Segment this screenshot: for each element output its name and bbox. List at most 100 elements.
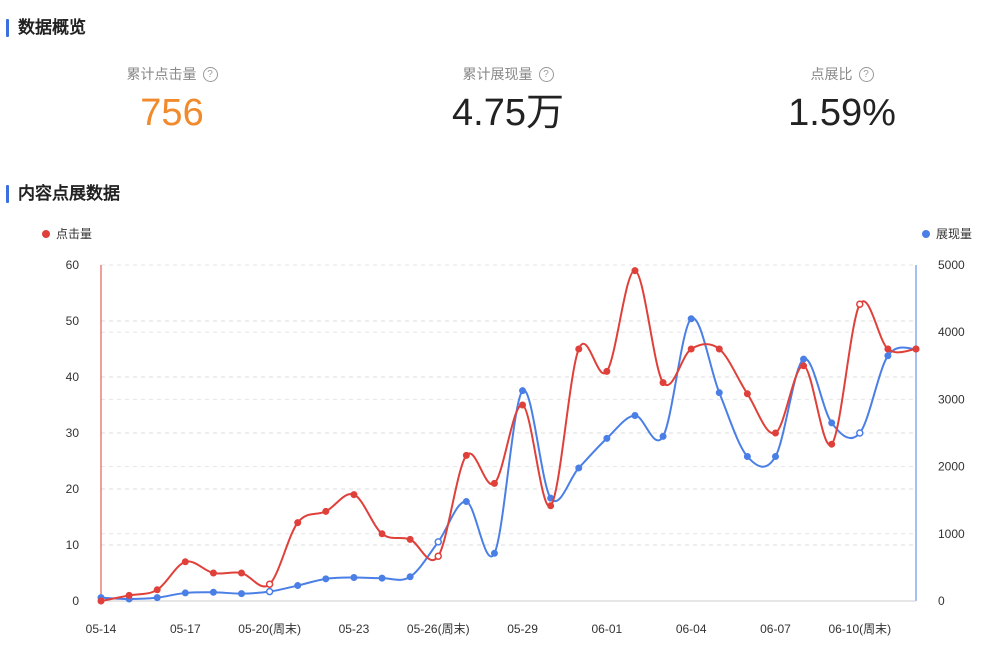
clicks-data-point[interactable] xyxy=(434,552,442,560)
clicks-data-point[interactable] xyxy=(153,586,161,594)
views-data-point[interactable] xyxy=(687,315,695,323)
x-tick-label: 05-23 xyxy=(339,622,370,636)
clicks-data-point[interactable] xyxy=(406,535,414,543)
views-data-point[interactable] xyxy=(519,387,527,395)
views-data-point[interactable] xyxy=(209,588,217,596)
clicks-data-point[interactable] xyxy=(575,345,583,353)
views-data-point[interactable] xyxy=(265,587,274,596)
clicks-data-point[interactable] xyxy=(631,267,639,275)
y-right-tick-label: 3000 xyxy=(938,392,965,406)
views-series-line xyxy=(100,317,917,600)
clicks-data-point[interactable] xyxy=(743,390,751,398)
help-icon[interactable]: ? xyxy=(858,66,874,82)
stat-label-ctr: 点展比 xyxy=(810,66,853,82)
y-left-tick-label: 30 xyxy=(66,426,80,440)
stat-value-ctr: 1.59% xyxy=(788,92,896,134)
clicks-data-point[interactable] xyxy=(490,479,498,487)
help-icon[interactable]: ? xyxy=(202,66,218,82)
clicks-data-point[interactable] xyxy=(294,519,302,527)
clicks-data-point[interactable] xyxy=(519,401,527,409)
chart-section-title: 内容点展数据 xyxy=(0,184,120,204)
x-tick-label: 05-14 xyxy=(86,622,117,636)
y-left-tick-label: 10 xyxy=(66,538,80,552)
views-data-point[interactable] xyxy=(322,575,330,583)
clicks-data-point[interactable] xyxy=(603,367,611,375)
views-data-point[interactable] xyxy=(181,589,189,597)
views-data-point[interactable] xyxy=(715,389,723,397)
clicks-data-point[interactable] xyxy=(181,558,189,566)
views-data-point[interactable] xyxy=(490,549,498,557)
views-data-point[interactable] xyxy=(406,573,414,581)
clicks-data-point[interactable] xyxy=(462,451,470,459)
views-data-point[interactable] xyxy=(800,355,808,363)
views-data-point[interactable] xyxy=(631,412,639,420)
stat-value-clicks: 756 xyxy=(140,92,204,134)
views-data-point[interactable] xyxy=(434,538,442,546)
x-tick-label: 06-10(周末) xyxy=(828,622,891,636)
stat-total-views: 累计展现量 ? 4.75万 xyxy=(388,64,628,136)
clicks-data-point[interactable] xyxy=(350,491,358,499)
views-data-point[interactable] xyxy=(350,573,358,581)
views-data-point[interactable] xyxy=(603,434,611,442)
clicks-data-point[interactable] xyxy=(884,345,892,353)
y-right-tick-label: 4000 xyxy=(938,325,965,339)
clicks-data-point[interactable] xyxy=(828,440,836,448)
views-data-point[interactable] xyxy=(378,574,386,582)
views-data-point[interactable] xyxy=(884,352,892,360)
stat-click-view-ratio: 点展比 ? 1.59% xyxy=(722,64,962,136)
views-data-point[interactable] xyxy=(659,432,667,440)
views-data-point[interactable] xyxy=(743,453,751,461)
clicks-data-point[interactable] xyxy=(378,530,386,538)
clicks-data-point[interactable] xyxy=(125,591,133,599)
clicks-data-point[interactable] xyxy=(547,502,555,510)
y-right-tick-label: 1000 xyxy=(938,527,965,541)
clicks-data-point[interactable] xyxy=(322,507,330,515)
x-tick-label: 05-29 xyxy=(507,622,538,636)
x-tick-label: 06-01 xyxy=(592,622,623,636)
clicks-data-point[interactable] xyxy=(265,580,274,588)
x-tick-label: 05-17 xyxy=(170,622,201,636)
clicks-data-point[interactable] xyxy=(209,569,217,577)
stat-total-clicks: 累计点击量 ? 756 xyxy=(52,64,292,136)
y-left-tick-label: 60 xyxy=(66,258,80,272)
legend-views-label[interactable]: 展现量 xyxy=(936,227,972,241)
overview-title: 数据概览 xyxy=(0,18,86,38)
help-icon[interactable]: ? xyxy=(538,66,554,82)
clicks-data-point[interactable] xyxy=(800,362,808,370)
views-data-point[interactable] xyxy=(153,594,161,602)
views-data-point[interactable] xyxy=(575,464,583,472)
clicks-series-line xyxy=(100,269,917,602)
views-data-point[interactable] xyxy=(238,590,246,598)
views-data-point[interactable] xyxy=(771,453,779,461)
clicks-data-point[interactable] xyxy=(687,345,695,353)
clicks-data-point[interactable] xyxy=(97,597,105,605)
views-data-point[interactable] xyxy=(462,498,470,506)
stat-label-views: 累计展现量 xyxy=(462,66,533,82)
clicks-data-point[interactable] xyxy=(715,345,723,353)
views-data-point[interactable] xyxy=(294,582,302,590)
legend-clicks-label[interactable]: 点击量 xyxy=(56,227,92,241)
clicks-data-point[interactable] xyxy=(912,345,920,353)
click-view-line-chart[interactable]: 0 10 20 30 40 50 60 0 1000 2000 3000 4000 5000 05-14 0… xyxy=(0,218,1006,658)
views-data-point[interactable] xyxy=(828,419,836,427)
x-tick-label: 06-07 xyxy=(760,622,791,636)
clicks-data-point[interactable] xyxy=(771,429,779,437)
stat-value-views: 4.75万 xyxy=(452,92,564,134)
stat-label-clicks: 累计点击量 xyxy=(126,66,197,82)
views-data-point[interactable] xyxy=(856,429,864,437)
y-right-tick-label: 5000 xyxy=(938,258,965,272)
x-tick-label: 05-20(周末) xyxy=(238,622,301,636)
clicks-data-point[interactable] xyxy=(238,569,246,577)
legend-views-marker[interactable] xyxy=(922,230,930,238)
x-tick-label: 06-04 xyxy=(676,622,707,636)
y-left-tick-label: 40 xyxy=(66,370,80,384)
legend-clicks-marker[interactable] xyxy=(42,230,50,238)
y-left-tick-label: 20 xyxy=(66,482,80,496)
clicks-data-point[interactable] xyxy=(856,300,864,308)
x-tick-label: 05-26(周末) xyxy=(407,622,470,636)
y-right-tick-label: 2000 xyxy=(938,460,965,474)
y-left-tick-label: 50 xyxy=(66,314,80,328)
clicks-data-point[interactable] xyxy=(659,379,667,387)
y-left-tick-label: 0 xyxy=(72,594,79,608)
y-right-tick-label: 0 xyxy=(938,594,945,608)
